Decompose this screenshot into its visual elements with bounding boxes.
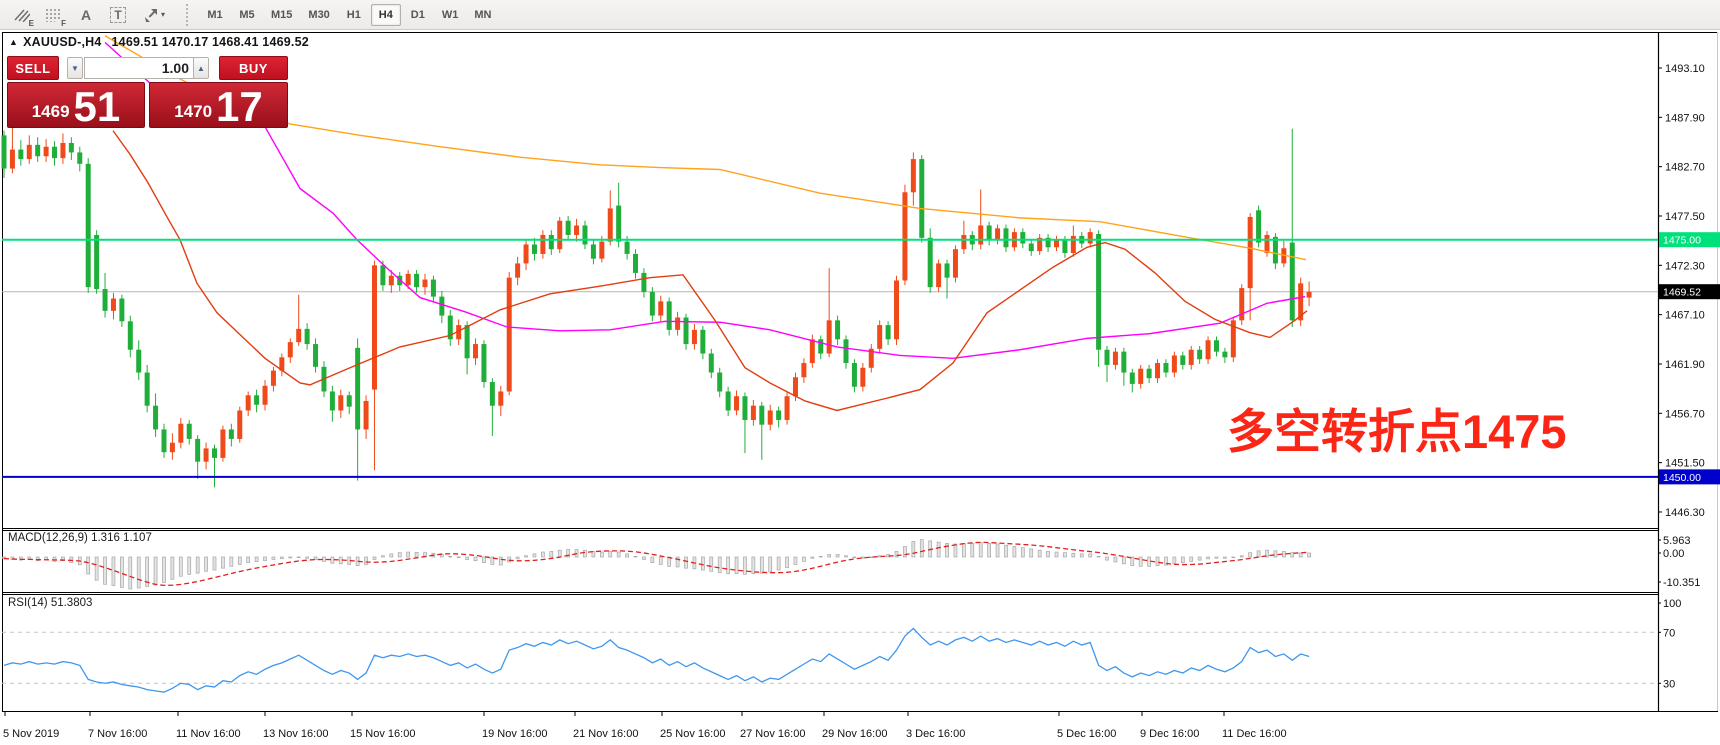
svg-text:1493.10: 1493.10 [1665, 63, 1705, 75]
svg-text:30: 30 [1663, 678, 1675, 690]
svg-text:1477.50: 1477.50 [1665, 211, 1705, 223]
tf-button-w1[interactable]: W1 [435, 4, 466, 26]
time-label: 11 Nov 16:00 [176, 728, 241, 740]
fibo-letter: F [61, 18, 66, 28]
symbol-period-label: XAUUSD-,H4 [23, 35, 102, 49]
quote-row: 1469 51 1470 17 [7, 82, 288, 128]
chart-title: ▲ XAUUSD-,H4 1469.51 1470.17 1468.41 1469.… [9, 35, 309, 49]
time-label: 27 Nov 16:00 [740, 728, 805, 740]
buy-price-pips: 17 [216, 83, 263, 131]
timeframe-toolbar: M1 M5 M15 M30 H1 H4 D1 W1 MN [199, 3, 499, 26]
fibo-lines-glyph [46, 8, 62, 22]
buy-price-quote[interactable]: 1470 17 [149, 82, 288, 128]
svg-text:5.963: 5.963 [1663, 535, 1691, 547]
arrows-glyph [144, 8, 157, 22]
svg-text:-10.351: -10.351 [1663, 577, 1700, 589]
price-chart-canvas[interactable]: 1475.00 1450.00 1493.10 1487.90 1482.70 1477.… [0, 30, 1720, 745]
volume-decrease-button[interactable]: ▼ [67, 57, 83, 79]
time-label: 19 Nov 16:00 [482, 728, 547, 740]
time-label: 11 Dec 16:00 [1222, 728, 1287, 740]
svg-text:1482.70: 1482.70 [1665, 162, 1705, 174]
time-label: 5 Nov 2019 [3, 728, 59, 740]
tf-button-m15[interactable]: M15 [264, 4, 299, 26]
time-label: 13 Nov 16:00 [263, 728, 328, 740]
sell-price-quote[interactable]: 1469 51 [7, 82, 145, 128]
time-label: 25 Nov 16:00 [660, 728, 725, 740]
tf-button-m1[interactable]: M1 [200, 4, 230, 26]
time-label: 5 Dec 16:00 [1057, 728, 1116, 740]
volume-input[interactable] [84, 57, 194, 79]
ma-mid-magenta [104, 41, 1306, 359]
toolbar: E F A T ▾ M1 M5 M15 M30 H1 H4 D1 W1 MN [0, 0, 1720, 30]
tf-button-h1[interactable]: H1 [339, 4, 369, 26]
time-label: 21 Nov 16:00 [573, 728, 638, 740]
ma-fast-red [112, 130, 1308, 412]
candles [1, 118, 1312, 488]
svg-text:0.00: 0.00 [1663, 548, 1684, 560]
macd-panel [2, 539, 1311, 590]
time-label: 9 Dec 16:00 [1140, 728, 1199, 740]
svg-text:1472.30: 1472.30 [1665, 260, 1705, 272]
tf-button-d1[interactable]: D1 [403, 4, 433, 26]
macd-signal-line [3, 541, 1310, 586]
svg-text:70: 70 [1663, 627, 1675, 639]
text-label-icon[interactable]: A [80, 6, 92, 23]
time-label: 7 Nov 16:00 [88, 728, 147, 740]
rsi-line [3, 627, 1310, 693]
toolbar-separator [186, 3, 193, 26]
macd-indicator-label: MACD(12,26,9) 1.316 1.107 [8, 532, 152, 544]
svg-text:1450.00: 1450.00 [1663, 472, 1701, 484]
svg-text:1461.90: 1461.90 [1665, 359, 1705, 371]
time-label: 15 Nov 16:00 [350, 728, 415, 740]
svg-text:1467.10: 1467.10 [1665, 310, 1705, 322]
rsi-indicator-label: RSI(14) 51.3803 [8, 597, 93, 609]
chart-window: 1475.00 1450.00 1493.10 1487.90 1482.70 1477.… [0, 30, 1720, 745]
buy-button[interactable]: BUY [219, 56, 288, 80]
svg-text:1456.70: 1456.70 [1665, 408, 1705, 420]
trade-controls-row: SELL ▼ ▲ BUY [7, 56, 288, 80]
tf-button-h4[interactable]: H4 [370, 3, 401, 26]
fibonacci-icon[interactable]: F [40, 2, 68, 28]
time-label: 29 Nov 16:00 [822, 728, 887, 740]
svg-text:1487.90: 1487.90 [1665, 112, 1705, 124]
arrows-tool-icon[interactable]: ▾ [136, 2, 174, 28]
buy-price-main: 1470 [174, 102, 213, 121]
sell-button[interactable]: SELL [7, 56, 59, 80]
tf-button-m5[interactable]: M5 [232, 4, 262, 26]
current-price-badge: 1469.52 [1663, 287, 1701, 299]
ohlc-values: 1469.51 1470.17 1468.41 1469.52 [111, 35, 309, 49]
collapse-arrow-icon[interactable]: ▲ [9, 37, 19, 47]
rsi-panel [2, 627, 1658, 693]
sell-price-pips: 51 [73, 83, 121, 131]
tf-button-m30[interactable]: M30 [301, 4, 336, 26]
time-label: 3 Dec 16:00 [906, 728, 965, 740]
volume-increase-button[interactable]: ▲ [193, 57, 209, 79]
tf-button-mn[interactable]: MN [467, 4, 498, 26]
svg-text:1451.50: 1451.50 [1665, 458, 1705, 470]
channel-lines-glyph [14, 9, 30, 22]
equidistant-channel-icon[interactable]: E [8, 2, 36, 28]
dropdown-caret-icon[interactable]: ▾ [160, 10, 165, 19]
svg-text:1446.30: 1446.30 [1665, 507, 1705, 519]
svg-text:100: 100 [1663, 598, 1681, 610]
text-tool-icon[interactable]: T [104, 2, 132, 28]
one-click-trading-panel: SELL ▼ ▲ BUY 1469 51 1470 17 [7, 56, 288, 128]
sell-price-main: 1469 [31, 102, 70, 121]
channel-letter: E [28, 18, 34, 28]
annotation-text[interactable]: 多空转折点1475 [1227, 405, 1567, 458]
svg-text:1475.00: 1475.00 [1663, 235, 1701, 247]
